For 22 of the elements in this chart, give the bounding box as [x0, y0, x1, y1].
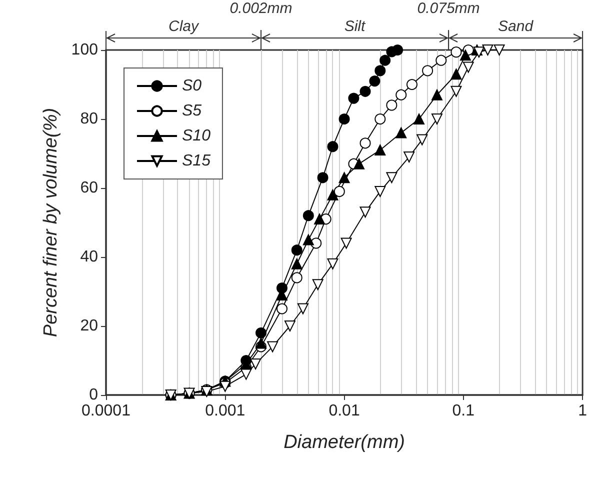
legend-label: S5: [182, 102, 202, 120]
ref-line-label: 0.075mm: [417, 0, 480, 17]
y-tick-label: 20: [80, 318, 98, 334]
text: Clay: [168, 18, 200, 35]
y-tick-label: 0: [89, 386, 98, 404]
x-tick-label: 0.001: [205, 402, 246, 420]
legend-label: S15: [182, 152, 211, 170]
x-tick-label: 0.0001: [82, 402, 131, 420]
y-tick-label: 80: [80, 110, 98, 128]
x-tick-label: 1: [578, 402, 588, 420]
legend-label: S10: [182, 128, 211, 144]
y-tick-label: 100: [71, 42, 98, 58]
y-axis-title: Percent finer by volume(%): [40, 108, 62, 338]
y-tick-label: 60: [80, 180, 98, 196]
x-axis-title: Diameter(mm): [284, 432, 405, 453]
x-tick-label: 0.1: [452, 402, 475, 420]
x-tick-label: 0.01: [328, 402, 360, 420]
ref-line-label: 0.002mm: [230, 0, 292, 17]
y-tick-label: 40: [80, 248, 98, 266]
text: Silt: [344, 18, 366, 35]
text: Sand: [498, 18, 534, 35]
legend-label: S0: [182, 78, 202, 94]
